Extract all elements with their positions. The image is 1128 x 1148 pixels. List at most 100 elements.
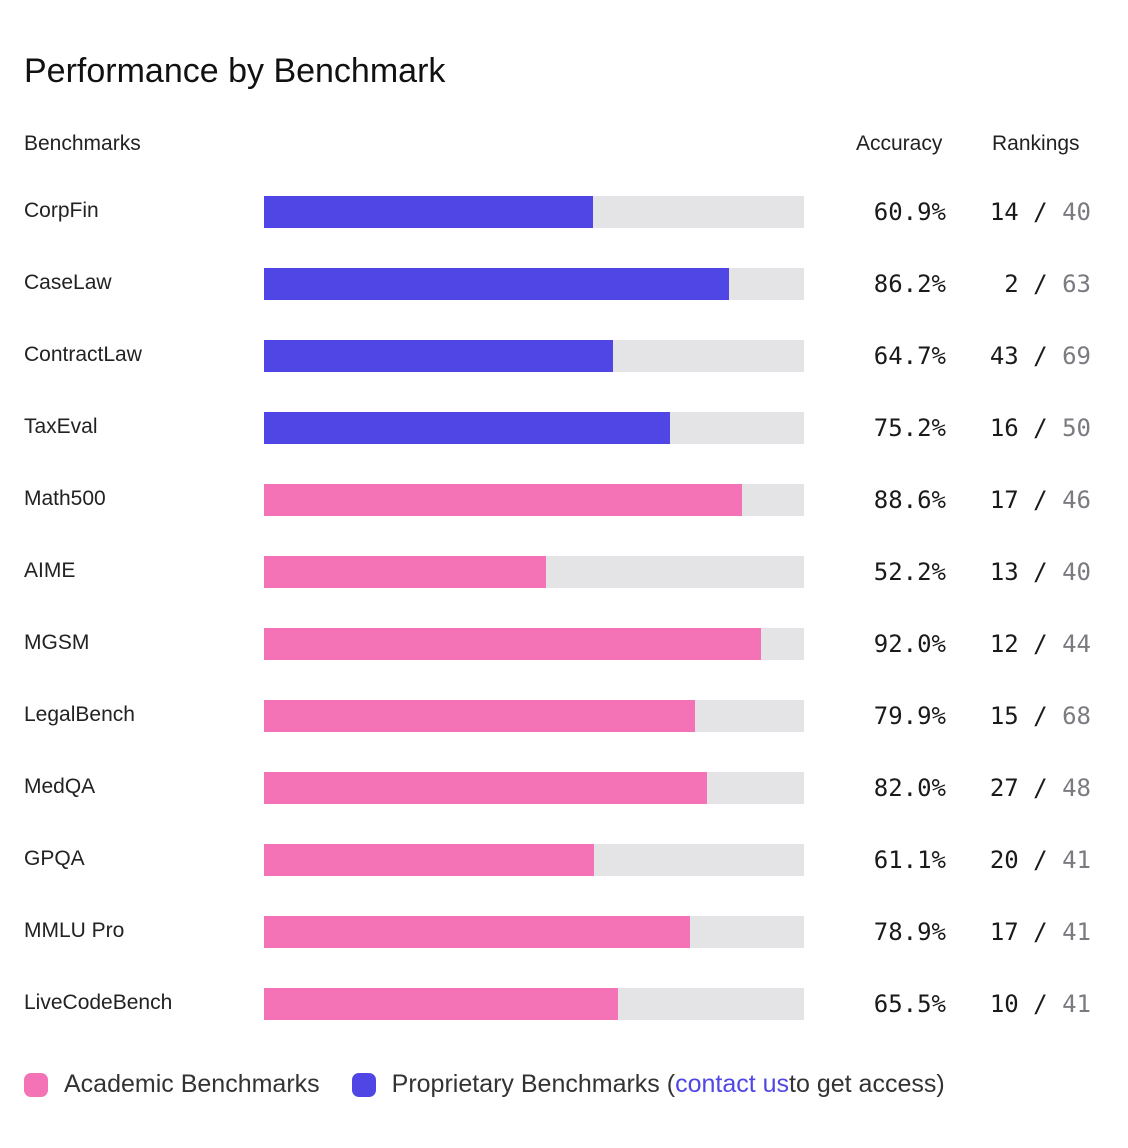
bar-track — [264, 340, 804, 372]
rank: 12 — [989, 630, 1019, 658]
rank: 2 — [1004, 270, 1019, 298]
bar-track — [264, 844, 804, 876]
bar-track — [264, 556, 804, 588]
benchmark-label: MedQA — [24, 775, 96, 798]
benchmark-row: MMLU Pro 78.9% 17 / 41 — [0, 916, 1128, 948]
benchmark-label: MMLU Pro — [24, 919, 125, 942]
benchmark-row: LiveCodeBench 65.5% 10 / 41 — [0, 988, 1128, 1020]
benchmark-label: AIME — [24, 559, 76, 582]
bar-fill — [264, 484, 743, 516]
accuracy-value: 75.2% — [873, 414, 946, 442]
rank: 43 — [989, 342, 1019, 370]
benchmark-row: Math500 88.6% 17 / 46 — [0, 484, 1128, 516]
bar-fill — [264, 268, 730, 300]
ranking-value: 43 / 69 — [989, 342, 1091, 370]
ranking-value: 27 / 48 — [989, 774, 1091, 802]
legend-proprietary-label: Proprietary Benchmarks ( — [391, 1070, 676, 1098]
accuracy-value: 52.2% — [873, 558, 946, 586]
benchmark-label: TaxEval — [24, 415, 98, 438]
rank: 10 — [989, 990, 1019, 1018]
ranking-value: 2 / 63 — [1004, 270, 1091, 298]
bar-track — [264, 988, 804, 1020]
rank: 14 — [989, 198, 1019, 226]
rank-total: 46 — [1062, 486, 1091, 514]
contact-us-link[interactable]: contact us — [675, 1070, 790, 1098]
bar-track — [264, 772, 804, 804]
bar-fill — [264, 844, 594, 876]
benchmark-row: LegalBench 79.9% 15 / 68 — [0, 700, 1128, 732]
bar-fill — [264, 916, 691, 948]
rank: 17 — [989, 918, 1019, 946]
bar-track — [264, 196, 804, 228]
benchmark-row: MGSM 92.0% 12 / 44 — [0, 628, 1128, 660]
benchmark-label: ContractLaw — [24, 343, 142, 366]
benchmark-label: LegalBench — [24, 703, 135, 726]
benchmark-row: MedQA 82.0% 27 / 48 — [0, 772, 1128, 804]
accuracy-value: 79.9% — [873, 702, 946, 730]
bar-track — [264, 628, 804, 660]
bar-fill — [264, 340, 614, 372]
benchmark-row: CorpFin 60.9% 14 / 40 — [0, 196, 1128, 228]
ranking-value: 20 / 41 — [989, 846, 1091, 874]
rank: 16 — [989, 414, 1019, 442]
bar-track — [264, 412, 804, 444]
benchmark-row: GPQA 61.1% 20 / 41 — [0, 844, 1128, 876]
ranking-value: 10 / 41 — [989, 990, 1091, 1018]
rank-total: 48 — [1062, 774, 1091, 802]
benchmark-row: AIME 52.2% 13 / 40 — [0, 556, 1128, 588]
legend: Academic Benchmarks Proprietary Benchmar… — [24, 1070, 977, 1099]
benchmark-label: GPQA — [24, 847, 85, 870]
rank-total: 50 — [1062, 414, 1091, 442]
accuracy-value: 65.5% — [873, 990, 946, 1018]
accuracy-value: 86.2% — [873, 270, 946, 298]
header-benchmarks: Benchmarks — [24, 132, 141, 155]
accuracy-value: 64.7% — [873, 342, 946, 370]
benchmark-label: MGSM — [24, 631, 90, 654]
rank-total: 41 — [1062, 918, 1091, 946]
legend-academic-label: Academic Benchmarks — [64, 1070, 320, 1098]
ranking-value: 17 / 41 — [989, 918, 1091, 946]
rank: 20 — [989, 846, 1019, 874]
accuracy-value: 61.1% — [873, 846, 946, 874]
bar-fill — [264, 556, 546, 588]
rank-total: 68 — [1062, 702, 1091, 730]
ranking-value: 16 / 50 — [989, 414, 1091, 442]
rank-total: 41 — [1062, 846, 1091, 874]
bar-fill — [264, 772, 707, 804]
benchmark-label: CorpFin — [24, 199, 99, 222]
rank: 15 — [989, 702, 1019, 730]
academic-swatch — [24, 1072, 48, 1097]
ranking-value: 15 / 68 — [989, 702, 1091, 730]
benchmark-row: TaxEval 75.2% 16 / 50 — [0, 412, 1128, 444]
rank-total: 40 — [1062, 198, 1091, 226]
ranking-value: 12 / 44 — [989, 630, 1091, 658]
legend-proprietary: Proprietary Benchmarks (contact us to ge… — [351, 1070, 945, 1099]
ranking-value: 13 / 40 — [989, 558, 1091, 586]
ranking-value: 14 / 40 — [989, 198, 1091, 226]
bar-track — [264, 484, 804, 516]
benchmark-label: CaseLaw — [24, 271, 112, 294]
benchmark-row: ContractLaw 64.7% 43 / 69 — [0, 340, 1128, 372]
legend-suffix: to get access) — [789, 1070, 945, 1098]
rank-total: 63 — [1062, 270, 1091, 298]
accuracy-value: 60.9% — [873, 198, 946, 226]
rank-total: 40 — [1062, 558, 1091, 586]
accuracy-value: 88.6% — [873, 486, 946, 514]
header-accuracy: Accuracy — [856, 132, 943, 155]
rank-total: 41 — [1062, 990, 1091, 1018]
benchmark-label: LiveCodeBench — [24, 991, 173, 1014]
header-rankings: Rankings — [992, 132, 1080, 155]
rank-total: 44 — [1062, 630, 1091, 658]
bar-fill — [264, 628, 761, 660]
benchmark-row: CaseLaw 86.2% 2 / 63 — [0, 268, 1128, 300]
rank: 13 — [989, 558, 1019, 586]
accuracy-value: 92.0% — [873, 630, 946, 658]
bar-track — [264, 916, 804, 948]
rank: 27 — [989, 774, 1019, 802]
bar-fill — [264, 700, 696, 732]
legend-academic: Academic Benchmarks — [24, 1070, 320, 1099]
accuracy-value: 82.0% — [873, 774, 946, 802]
accuracy-value: 78.9% — [873, 918, 946, 946]
bar-fill — [264, 412, 671, 444]
bar-track — [264, 700, 804, 732]
